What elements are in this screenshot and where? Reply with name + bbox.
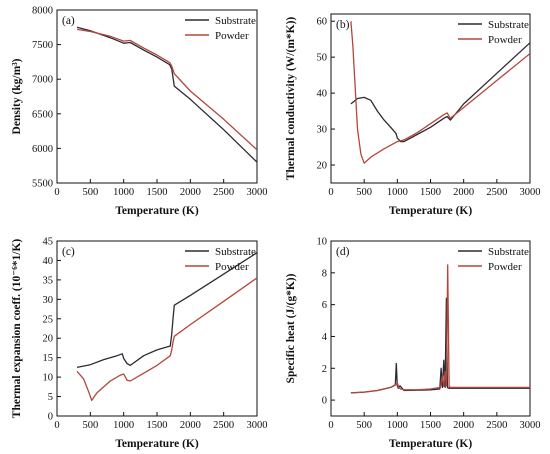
series-line-powder [350,21,530,164]
y-tick-label: 6500 [32,109,53,120]
y-tick-label: 7000 [32,75,53,86]
y-tick-label: 30 [317,125,328,136]
y-tick-label: 4 [322,332,328,343]
y-axis-label: Density (kg/m³) [11,58,23,134]
series-line-substrate [76,252,257,369]
x-tick-label: 3000 [247,187,268,198]
series-line-substrate [350,42,530,143]
y-tick-label: 35 [43,275,54,286]
y-tick-label: 10 [317,237,328,248]
x-tick-label: 1500 [147,187,168,198]
legend-label-substrate: Substrate [488,246,529,258]
x-tick-label: 0 [54,187,59,198]
x-tick-label: 3000 [247,420,268,431]
y-tick-label: 20 [43,334,54,345]
legend-label-substrate: Substrate [488,19,529,31]
series-line-substrate [76,26,257,163]
x-tick-label: 0 [328,420,333,431]
y-axis-label: Specific heat (J/(g*K)) [285,273,297,383]
legend-label-substrate: Substrate [215,15,256,27]
x-tick-label: 1000 [113,420,134,431]
x-tick-label: 0 [328,187,333,198]
panel-label: (d) [336,246,350,258]
x-tick-label: 1000 [387,187,408,198]
panel-label: (c) [62,246,75,258]
x-tick-label: 1500 [420,420,441,431]
y-tick-label: 0 [322,396,327,407]
legend-label-substrate: Substrate [215,246,256,258]
panel-label: (a) [62,15,75,27]
y-tick-label: 6000 [32,144,53,155]
x-tick-label: 2500 [486,187,507,198]
y-tick-label: 40 [43,256,54,267]
x-tick-label: 3000 [520,420,541,431]
x-tick-label: 2000 [453,420,474,431]
x-tick-label: 2000 [453,187,474,198]
y-tick-label: 50 [317,53,328,64]
legend-label-powder: Powder [215,261,249,273]
y-axis-label: Thermal expansion coeff. (10⁻⁶*1/K) [11,239,23,419]
x-tick-label: 2000 [180,420,201,431]
y-tick-label: 60 [317,17,328,28]
panel-0: 0 500 1000 1500 2000 2500 3000 5500 6000 6500 7000… [11,6,268,218]
y-tick-label: 15 [43,353,54,364]
y-tick-label: 30 [43,295,54,306]
y-tick-label: 0 [48,412,53,423]
x-axis-label: Temperature (K) [115,438,199,450]
series-line-substrate [350,297,530,394]
y-tick-label: 7500 [32,40,53,51]
x-tick-label: 500 [82,420,98,431]
series-line-powder [76,28,257,151]
x-tick-label: 2500 [213,420,234,431]
x-tick-label: 2500 [213,187,234,198]
y-tick-label: 10 [43,373,54,384]
panel-1: 0 500 1000 1500 2000 2500 3000 20 30 40 50 60 Temper… [285,13,541,217]
y-tick-label: 45 [43,237,54,248]
y-tick-label: 5500 [32,179,53,190]
y-tick-label: 8000 [32,6,53,17]
y-tick-label: 8 [322,268,327,279]
x-tick-label: 1000 [387,420,408,431]
legend-label-powder: Powder [215,30,249,42]
panel-label: (b) [336,19,350,31]
y-tick-label: 6 [322,300,327,311]
x-tick-label: 0 [54,420,59,431]
legend-label-powder: Powder [488,261,522,273]
x-axis-label: Temperature (K) [389,205,473,217]
legend-label-powder: Powder [488,34,522,46]
y-axis-label: Thermal conductivity (W/(m*K)) [285,17,297,181]
panel-3: 0 500 1000 1500 2000 2500 3000 0 2 4 6 8 10 Temperatu… [285,237,541,451]
x-axis-label: Temperature (K) [389,438,473,450]
x-tick-label: 1000 [113,187,134,198]
x-tick-label: 1500 [147,420,168,431]
y-tick-label: 20 [317,161,328,172]
x-tick-label: 1500 [420,187,441,198]
series-line-powder [350,264,530,394]
x-tick-label: 500 [356,187,372,198]
x-tick-label: 500 [356,420,372,431]
x-tick-label: 2000 [180,187,201,198]
x-tick-label: 3000 [520,187,541,198]
x-tick-label: 500 [82,187,98,198]
y-tick-label: 2 [322,364,327,375]
y-tick-label: 40 [317,89,328,100]
x-axis-label: Temperature (K) [115,205,199,217]
panel-2: 0 500 1000 1500 2000 2500 3000 0 5 10 15 20 25 30 35 40… [11,237,268,451]
x-tick-label: 2500 [486,420,507,431]
series-line-powder [76,277,257,402]
y-tick-label: 25 [43,314,54,325]
y-tick-label: 5 [48,392,53,403]
